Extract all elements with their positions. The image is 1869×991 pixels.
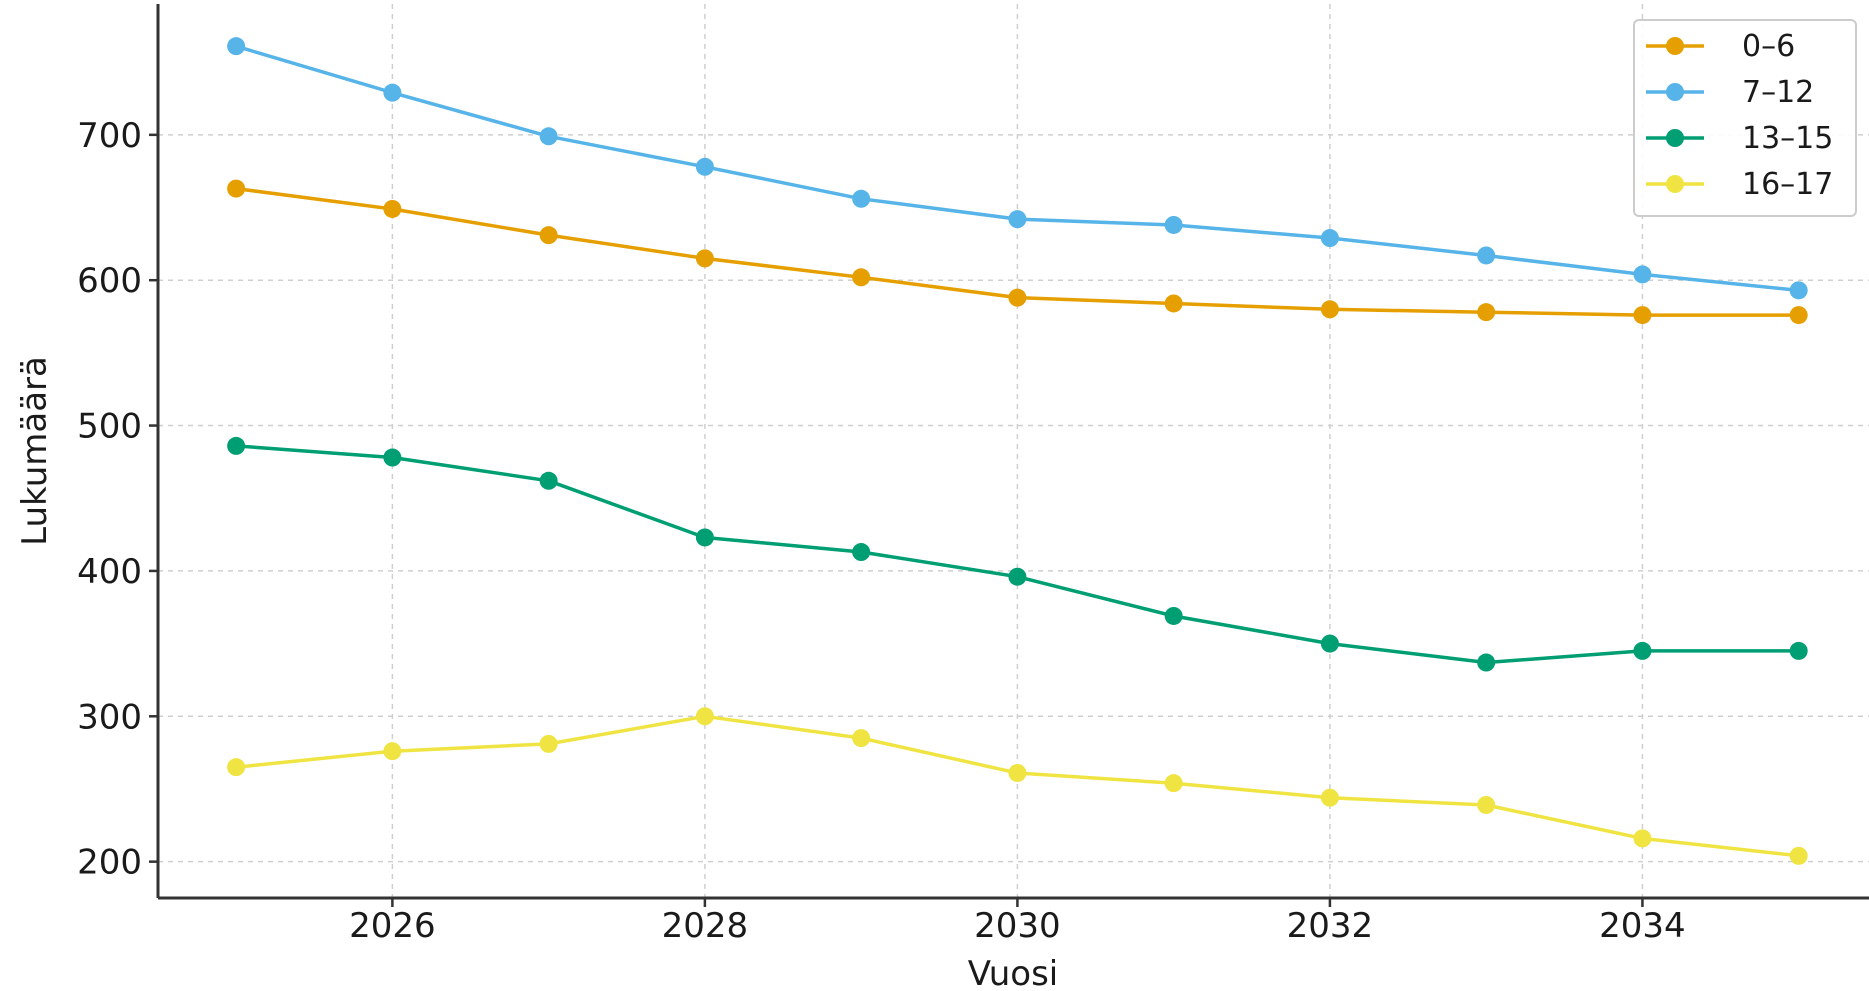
data-point bbox=[695, 157, 714, 176]
data-point bbox=[1477, 246, 1496, 265]
x-tick-label: 2028 bbox=[662, 906, 749, 946]
series-0–6 bbox=[227, 179, 1808, 325]
axes bbox=[156, 4, 1869, 900]
data-point bbox=[383, 742, 402, 761]
data-point bbox=[695, 249, 714, 268]
data-point bbox=[539, 471, 558, 490]
legend-label: 0–6 bbox=[1742, 29, 1795, 64]
data-point bbox=[695, 528, 714, 547]
data-point bbox=[1008, 763, 1027, 782]
series-layer bbox=[227, 37, 1808, 865]
data-point bbox=[852, 729, 871, 748]
data-point bbox=[1789, 846, 1808, 865]
data-point bbox=[1164, 606, 1183, 625]
x-tick-label: 2030 bbox=[974, 906, 1061, 946]
data-point bbox=[852, 189, 871, 208]
data-point bbox=[227, 37, 246, 56]
data-point bbox=[1164, 215, 1183, 234]
legend-label: 7–12 bbox=[1742, 75, 1814, 110]
data-point bbox=[1633, 306, 1652, 325]
data-point bbox=[1789, 641, 1808, 660]
y-tick-label: 400 bbox=[77, 552, 142, 592]
data-point bbox=[1477, 795, 1496, 814]
y-tick-label: 200 bbox=[77, 843, 142, 883]
data-point bbox=[1320, 634, 1339, 653]
legend-marker bbox=[1666, 83, 1684, 101]
y-tick-label: 600 bbox=[77, 261, 142, 301]
data-point bbox=[539, 734, 558, 753]
series-13–15 bbox=[227, 436, 1808, 672]
data-point bbox=[227, 436, 246, 455]
data-point bbox=[1633, 829, 1652, 848]
data-point bbox=[1008, 210, 1027, 229]
x-tick-label: 2032 bbox=[1287, 906, 1374, 946]
data-point bbox=[1789, 281, 1808, 300]
data-point bbox=[383, 199, 402, 218]
data-point bbox=[1477, 303, 1496, 322]
data-point bbox=[1164, 774, 1183, 793]
x-tick-label: 2034 bbox=[1599, 906, 1686, 946]
data-point bbox=[1633, 265, 1652, 284]
ticks: 2026 2028 2030 2032 2034 200 300 400 500 600 700 bbox=[77, 116, 1686, 946]
data-point bbox=[383, 83, 402, 102]
data-point bbox=[227, 758, 246, 777]
y-axis-title: Lukumäärä bbox=[15, 356, 55, 546]
data-point bbox=[1320, 229, 1339, 248]
data-point bbox=[1008, 288, 1027, 307]
legend-marker bbox=[1666, 37, 1684, 55]
data-point bbox=[1789, 306, 1808, 325]
y-tick-label: 700 bbox=[77, 116, 142, 156]
legend-label: 16–17 bbox=[1742, 167, 1833, 202]
data-point bbox=[852, 268, 871, 287]
data-point bbox=[1008, 567, 1027, 586]
data-point bbox=[539, 226, 558, 245]
x-axis-title: Vuosi bbox=[968, 954, 1058, 991]
y-tick-label: 300 bbox=[77, 697, 142, 737]
data-point bbox=[1164, 294, 1183, 313]
legend-label: 13–15 bbox=[1742, 121, 1833, 156]
data-point bbox=[1633, 641, 1652, 660]
series-7–12 bbox=[227, 37, 1808, 300]
y-tick-label: 500 bbox=[77, 407, 142, 447]
legend-marker bbox=[1666, 129, 1684, 147]
legend: 0–6 7–12 13–15 16–17 bbox=[1633, 19, 1857, 217]
data-point bbox=[227, 179, 246, 198]
legend-frame bbox=[1633, 19, 1857, 217]
data-point bbox=[695, 707, 714, 726]
data-point bbox=[852, 543, 871, 562]
legend-marker bbox=[1666, 175, 1684, 193]
x-tick-label: 2026 bbox=[349, 906, 436, 946]
series-16–17 bbox=[227, 707, 1808, 865]
data-point bbox=[1477, 653, 1496, 672]
data-point bbox=[539, 127, 558, 146]
grid bbox=[158, 4, 1869, 898]
data-point bbox=[1320, 788, 1339, 807]
data-point bbox=[383, 448, 402, 467]
data-point bbox=[1320, 300, 1339, 319]
